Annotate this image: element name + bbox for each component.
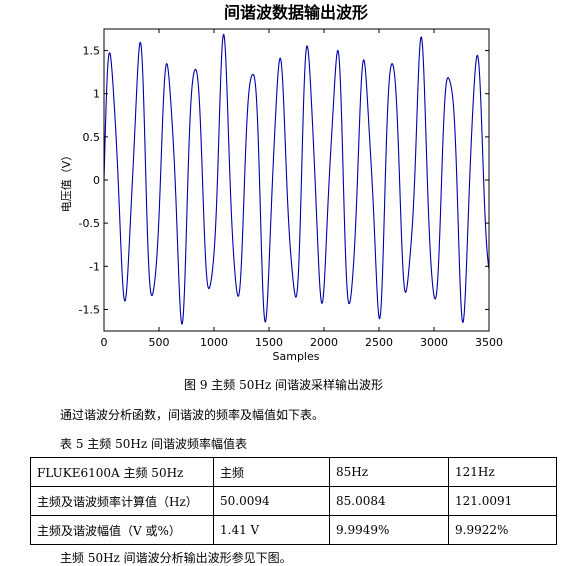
- y-tick-label: -0.5: [79, 217, 100, 230]
- table-row: 主频及谐波频率计算值（Hz） 50.0094 85.0084 121.0091: [30, 486, 557, 516]
- y-tick-label: 0.5: [83, 131, 101, 144]
- y-tick-label: -1.5: [79, 303, 100, 316]
- chart-title: 间谐波数据输出波形: [224, 3, 368, 22]
- interharmonic-table: FLUKE6100A 主频 50Hz 主频 85Hz 121Hz 主频及谐波频率…: [30, 457, 557, 545]
- table-cell: 1.41 V: [213, 515, 330, 545]
- x-axis: 0 500 1000 1500 2000 2500 3000 3500: [101, 29, 503, 349]
- y-tick-label: 1: [93, 88, 100, 101]
- table-cell: 50.0094: [213, 486, 330, 516]
- y-tick-label: 1.5: [83, 45, 101, 58]
- table-cell: 主频及谐波幅值（V 或%）: [30, 515, 214, 545]
- plot-frame: [103, 28, 490, 332]
- table-row: 主频及谐波幅值（V 或%） 1.41 V 9.9949% 9.9922%: [30, 515, 557, 545]
- x-tick-label: 3500: [475, 336, 503, 349]
- plot-area: [103, 28, 490, 332]
- table-cell: 121Hz: [448, 457, 557, 487]
- y-tick-label: 0: [93, 174, 100, 187]
- table-cell: 主频: [213, 457, 330, 487]
- table-row: FLUKE6100A 主频 50Hz 主频 85Hz 121Hz: [30, 457, 557, 487]
- waveform-chart: 间谐波数据输出波形 0 500 1000 1500 2000 2500 3000 3500 -…: [60, 3, 503, 363]
- table-cell: 9.9949%: [329, 515, 449, 545]
- x-tick-label: 2000: [310, 336, 338, 349]
- x-tick-label: 1000: [200, 336, 228, 349]
- intro-text: 通过谐波分析函数，间谐波的频率及幅值如下表。: [60, 408, 325, 422]
- x-tick-label: 3000: [420, 336, 448, 349]
- y-tick-label: -1: [89, 260, 100, 273]
- y-axis: -1.5 -1 -0.5 0 0.5 1 1.5: [79, 45, 489, 316]
- table-cell: 121.0091: [448, 486, 557, 516]
- waveform-line: [103, 33, 490, 325]
- table-cell: 9.9922%: [448, 515, 557, 545]
- table-cell: 85.0084: [329, 486, 449, 516]
- x-tick-label: 2500: [365, 336, 393, 349]
- table-caption: 表 5 主频 50Hz 间谐波频率幅值表: [60, 437, 247, 451]
- y-axis-label: 电压值（V）: [60, 150, 73, 213]
- x-tick-label: 0: [101, 336, 108, 349]
- footer-text: 主频 50Hz 间谐波分析输出波形参见下图。: [60, 551, 292, 565]
- x-tick-label: 500: [149, 336, 170, 349]
- table-cell: 主频及谐波频率计算值（Hz）: [30, 486, 214, 516]
- x-axis-label: Samples: [273, 350, 320, 363]
- x-tick-label: 1500: [255, 336, 283, 349]
- figure-caption: 图 9 主频 50Hz 间谐波采样输出波形: [184, 378, 383, 392]
- table-cell: FLUKE6100A 主频 50Hz: [30, 457, 214, 487]
- table-cell: 85Hz: [329, 457, 449, 487]
